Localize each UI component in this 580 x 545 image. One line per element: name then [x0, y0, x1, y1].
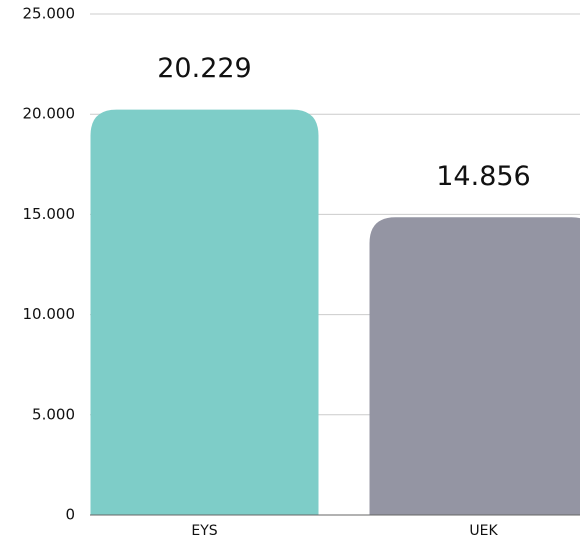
bar: [369, 217, 580, 515]
y-tick-label: 5.000: [32, 405, 75, 423]
y-tick-label: 15.000: [23, 205, 76, 223]
x-tick-label: UEK: [469, 523, 498, 539]
y-tick-label: 0: [65, 506, 75, 524]
y-tick-label: 10.000: [23, 305, 76, 323]
y-tick-label: 25.000: [23, 5, 76, 23]
y-tick-label: 20.000: [23, 105, 76, 123]
value-label: 14.856: [436, 161, 530, 192]
x-tick-label: EYS: [191, 523, 217, 539]
bar: [90, 109, 319, 515]
value-label: 20.229: [157, 53, 251, 84]
